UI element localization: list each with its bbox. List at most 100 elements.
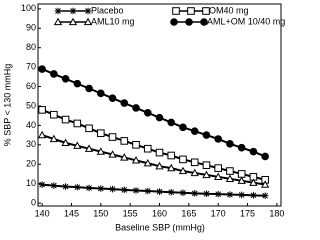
marker (132, 104, 140, 112)
marker (167, 188, 175, 196)
marker (132, 187, 140, 194)
marker (202, 131, 211, 139)
marker (249, 147, 258, 156)
marker (73, 79, 82, 88)
marker (214, 164, 222, 172)
marker (237, 143, 246, 152)
x-tick-label: 145 (64, 208, 79, 218)
marker (261, 152, 269, 161)
x-tick-label: 175 (240, 208, 255, 218)
marker (97, 89, 105, 98)
x-tick-label: 165 (181, 208, 196, 218)
marker (191, 190, 199, 197)
marker (108, 150, 117, 158)
y-tick-label: 30 (26, 139, 36, 149)
marker (214, 135, 222, 143)
legend-marker (172, 7, 180, 15)
marker (179, 189, 187, 197)
marker (155, 113, 164, 122)
legend-marker (185, 18, 193, 26)
legend-label: AML+OM 10/40 mg (207, 16, 285, 26)
marker (225, 174, 235, 182)
y-tick-label: 10 (26, 178, 36, 188)
marker (49, 134, 58, 143)
marker (84, 144, 94, 152)
marker (179, 155, 187, 164)
marker (202, 161, 211, 170)
marker (50, 110, 58, 119)
marker (97, 185, 105, 192)
marker (143, 158, 152, 167)
marker (167, 151, 176, 160)
legend-marker (84, 7, 92, 15)
marker (190, 127, 199, 136)
marker (249, 178, 258, 186)
y-tick-label: 0 (31, 197, 36, 207)
marker (190, 158, 199, 167)
legend-marker (54, 7, 62, 15)
marker (237, 176, 246, 184)
marker (108, 133, 117, 141)
marker (108, 94, 117, 103)
y-tick-label: 50 (26, 100, 36, 110)
marker (237, 170, 246, 178)
marker (214, 190, 222, 198)
marker (226, 191, 234, 198)
legend-marker (69, 7, 77, 15)
marker (61, 74, 70, 83)
y-tick-label: 70 (26, 62, 36, 72)
marker (62, 183, 69, 190)
marker (226, 167, 234, 175)
x-tick-label: 160 (152, 208, 167, 218)
marker (214, 172, 223, 181)
marker (143, 108, 152, 117)
y-tick-label: 90 (26, 23, 36, 33)
marker (85, 124, 93, 133)
legend-marker (202, 7, 210, 15)
x-tick-label: 150 (93, 208, 108, 218)
marker (120, 137, 129, 145)
marker (38, 106, 46, 114)
x-tick-label: 180 (269, 208, 284, 218)
marker (50, 70, 58, 78)
marker (96, 147, 105, 155)
marker (131, 156, 141, 164)
marker (85, 184, 93, 192)
marker (120, 99, 129, 107)
marker (109, 185, 116, 193)
y-tick-label: 60 (26, 81, 36, 91)
page: {"chart_data": {"type": "line", "x_label… (2, 3, 286, 233)
marker (74, 183, 81, 191)
marker (167, 163, 176, 172)
marker (202, 170, 211, 179)
x-tick-label: 140 (35, 208, 50, 218)
y-tick-label: 80 (26, 42, 36, 52)
marker (144, 187, 152, 195)
y-tick-label: 40 (26, 120, 36, 130)
legend-marker (200, 18, 208, 26)
marker (261, 192, 269, 200)
x-axis-label: Baseline SBP (mmHg) (115, 222, 205, 232)
legend-label: OM40 mg (209, 5, 249, 15)
marker (226, 140, 234, 148)
legend-marker (83, 17, 93, 26)
marker (238, 191, 245, 199)
marker (97, 129, 105, 137)
legend-marker (68, 17, 78, 26)
x-tick-label: 155 (123, 208, 138, 218)
marker (190, 168, 199, 177)
marker (178, 166, 188, 175)
marker (250, 192, 257, 199)
marker (167, 118, 176, 127)
marker (156, 188, 163, 195)
legend-label: Placebo (91, 5, 124, 15)
legend: Placebo OM40 mg AML10 mg AML+OM 10/40 mg (53, 5, 285, 26)
x-tick-label: 170 (211, 208, 226, 218)
chart: % SBP < 130 mmHg Baseline SBP (mmHg) 0 10… (2, 3, 285, 232)
marker (120, 153, 129, 161)
marker (61, 115, 70, 124)
legend-marker (170, 18, 178, 26)
legend-label: AML10 mg (91, 16, 135, 26)
marker (73, 119, 82, 128)
marker (85, 84, 93, 93)
